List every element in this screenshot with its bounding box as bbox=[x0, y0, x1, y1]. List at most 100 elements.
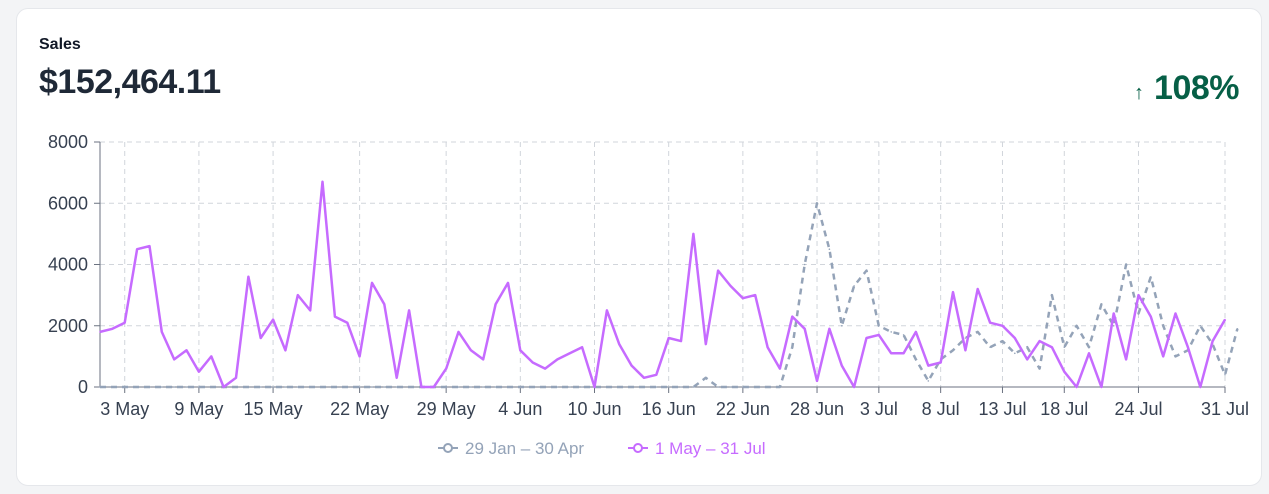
data-point bbox=[420, 386, 423, 388]
data-point bbox=[1112, 325, 1115, 327]
data-point bbox=[878, 325, 880, 327]
data-point bbox=[1187, 346, 1189, 349]
data-point bbox=[1150, 276, 1152, 278]
data-point bbox=[952, 349, 954, 352]
data-point bbox=[99, 386, 101, 388]
data-point bbox=[865, 269, 868, 272]
data-point bbox=[1236, 328, 1239, 330]
data-point bbox=[445, 367, 448, 370]
data-point bbox=[964, 349, 967, 352]
data-point bbox=[1038, 367, 1041, 370]
data-point bbox=[1100, 386, 1103, 388]
data-point bbox=[99, 331, 101, 333]
arrow-up-icon: ↑ bbox=[1134, 82, 1145, 104]
data-point bbox=[358, 386, 361, 388]
x-tick-label: 15 May bbox=[244, 399, 303, 419]
x-tick-label: 8 Jul bbox=[922, 399, 960, 419]
data-point bbox=[630, 364, 633, 367]
data-point bbox=[507, 386, 509, 388]
data-point bbox=[1026, 358, 1028, 361]
data-point bbox=[692, 386, 695, 388]
data-point bbox=[742, 297, 744, 300]
data-point bbox=[1001, 325, 1004, 327]
data-point bbox=[865, 337, 868, 339]
y-tick-label: 0 bbox=[78, 377, 88, 397]
data-point bbox=[927, 380, 930, 382]
data-point bbox=[334, 315, 336, 318]
data-point bbox=[717, 386, 719, 388]
data-point bbox=[853, 386, 855, 388]
data-point bbox=[569, 352, 571, 355]
data-point bbox=[1211, 340, 1214, 342]
data-point bbox=[519, 386, 522, 388]
data-point bbox=[470, 386, 472, 388]
data-point bbox=[915, 331, 917, 333]
data-point bbox=[816, 202, 818, 205]
data-point bbox=[791, 346, 794, 349]
data-point bbox=[976, 288, 979, 290]
data-point bbox=[680, 386, 682, 388]
data-point bbox=[136, 386, 138, 388]
data-point bbox=[1174, 312, 1177, 315]
data-point bbox=[433, 386, 435, 388]
data-point bbox=[198, 370, 200, 373]
data-point bbox=[408, 309, 410, 312]
data-point bbox=[235, 377, 237, 379]
growth-indicator: ↑ 108% bbox=[1134, 69, 1239, 108]
data-point bbox=[346, 386, 349, 388]
data-point bbox=[531, 386, 534, 388]
data-point bbox=[803, 263, 806, 266]
data-point bbox=[161, 331, 163, 333]
data-point bbox=[1162, 355, 1164, 358]
x-tick-label: 22 May bbox=[330, 399, 389, 419]
data-point bbox=[569, 386, 571, 388]
data-point bbox=[1051, 346, 1053, 349]
data-point bbox=[705, 343, 707, 345]
data-point bbox=[494, 386, 497, 388]
data-point bbox=[841, 364, 843, 367]
data-point bbox=[1199, 386, 1202, 388]
data-point bbox=[210, 386, 213, 388]
data-point bbox=[779, 386, 781, 388]
data-point bbox=[222, 386, 225, 388]
data-point bbox=[581, 346, 583, 349]
data-point bbox=[556, 358, 559, 361]
data-point bbox=[1026, 346, 1028, 349]
data-point bbox=[680, 340, 682, 342]
data-point bbox=[976, 331, 979, 333]
x-tick-label: 28 Jun bbox=[790, 399, 844, 419]
data-point bbox=[1162, 325, 1164, 327]
data-point bbox=[766, 386, 769, 388]
data-point bbox=[667, 386, 670, 388]
data-point bbox=[915, 358, 917, 361]
data-point bbox=[358, 355, 361, 358]
data-point bbox=[1137, 294, 1140, 296]
data-point bbox=[655, 374, 658, 376]
data-point bbox=[1038, 340, 1041, 342]
data-point bbox=[655, 386, 658, 388]
data-point bbox=[247, 276, 250, 278]
data-point bbox=[544, 386, 546, 388]
data-point bbox=[606, 309, 608, 312]
data-point bbox=[902, 352, 905, 355]
x-tick-label: 3 May bbox=[100, 399, 149, 419]
data-point bbox=[136, 248, 138, 250]
data-point bbox=[729, 285, 732, 287]
legend-label: 29 Jan – 30 Apr bbox=[465, 439, 584, 458]
x-tick-label: 29 May bbox=[417, 399, 476, 419]
data-point bbox=[1150, 315, 1152, 318]
data-point bbox=[1199, 325, 1202, 327]
data-point bbox=[618, 386, 620, 388]
data-point bbox=[284, 349, 287, 352]
data-point bbox=[123, 321, 126, 324]
data-point bbox=[1014, 352, 1016, 355]
data-point bbox=[470, 349, 472, 352]
data-point bbox=[494, 303, 497, 306]
data-point bbox=[989, 321, 991, 324]
data-point bbox=[408, 386, 410, 388]
data-point bbox=[482, 386, 485, 388]
data-point bbox=[766, 346, 769, 349]
x-tick-label: 10 Jun bbox=[567, 399, 621, 419]
x-tick-label: 4 Jun bbox=[498, 399, 542, 419]
data-point bbox=[952, 291, 954, 293]
